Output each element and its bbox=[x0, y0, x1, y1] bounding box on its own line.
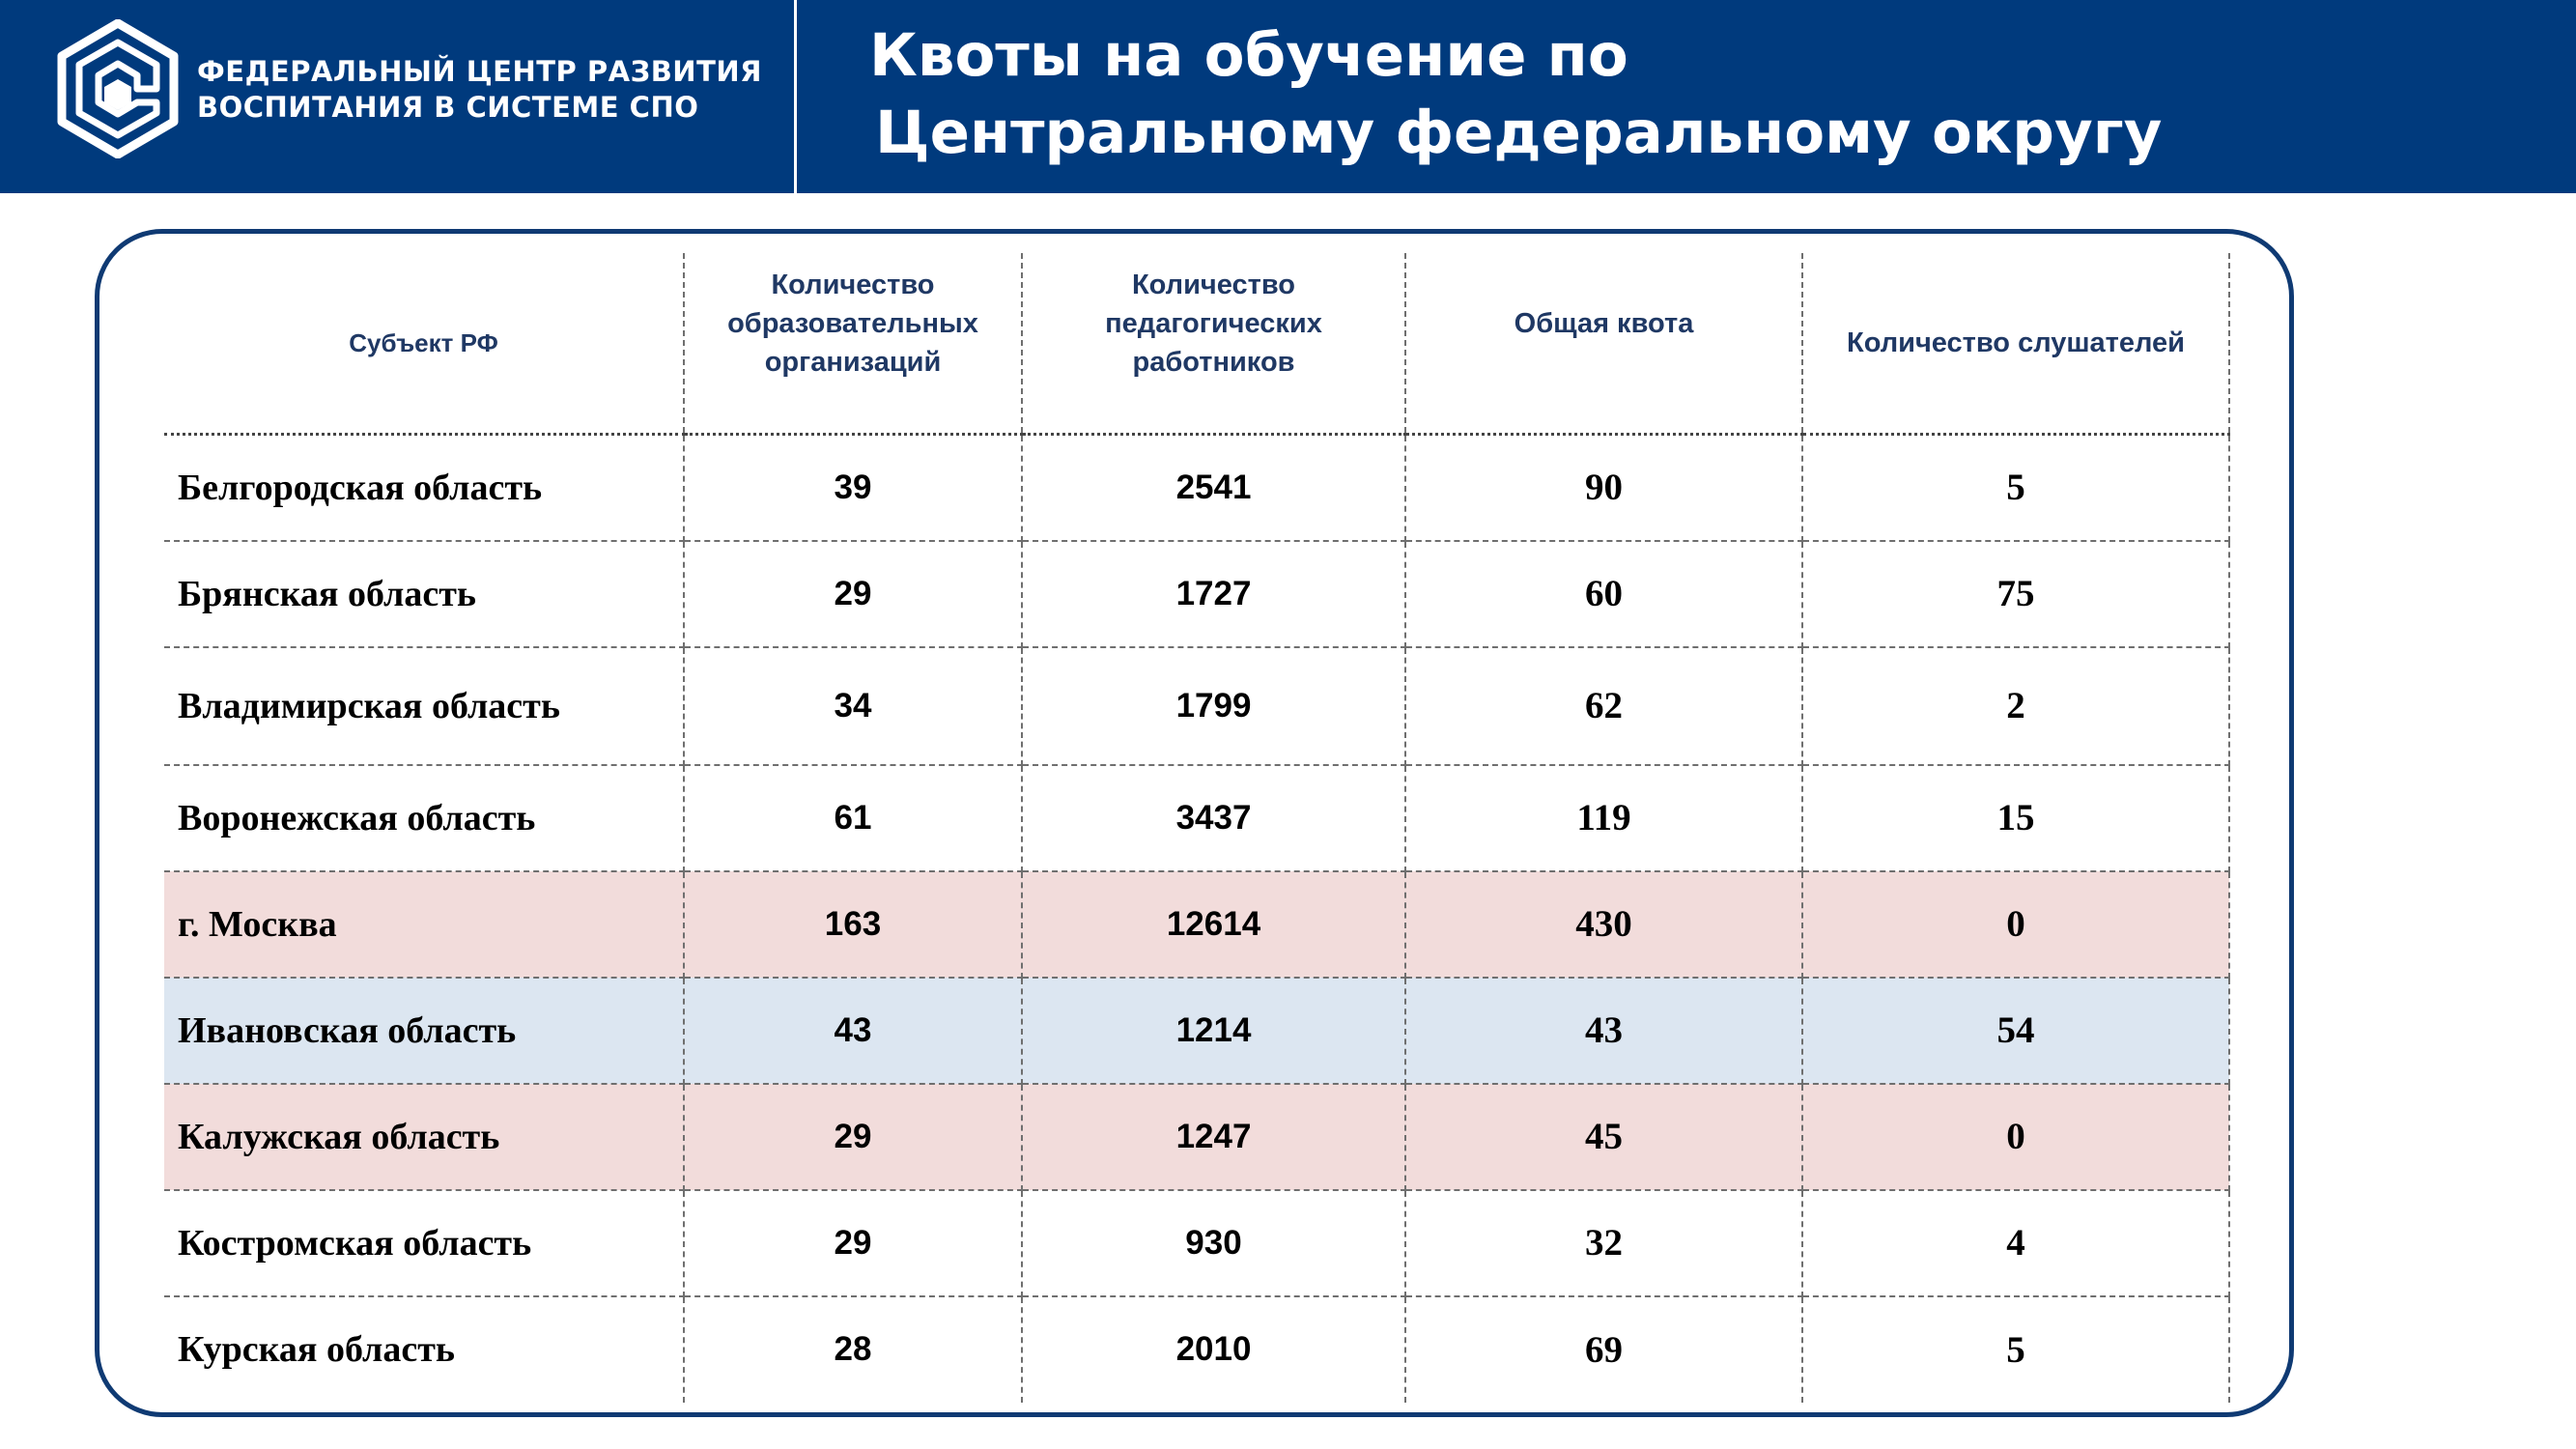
orgs-cell: 28 bbox=[683, 1295, 1023, 1403]
region-cell: Воронежская область bbox=[164, 764, 685, 872]
page-title: Квоты на обучение по Центральному федера… bbox=[869, 17, 2162, 172]
page-title-line2: Центральному федеральному округу bbox=[875, 99, 2163, 167]
table-row: Калужская область 29 1247 45 0 bbox=[164, 1083, 2230, 1191]
column-header-region: Субъект РФ bbox=[164, 253, 685, 436]
table-row: г. Москва 163 12614 430 0 bbox=[164, 870, 2230, 979]
listeners-cell: 54 bbox=[1801, 977, 2230, 1085]
listeners-cell: 5 bbox=[1801, 434, 2230, 542]
region-cell: Владимирская область bbox=[164, 646, 685, 766]
orgs-cell: 34 bbox=[683, 646, 1023, 766]
table-row: Ивановская область 43 1214 43 54 bbox=[164, 977, 2230, 1085]
orgs-cell: 29 bbox=[683, 1083, 1023, 1191]
quota-cell: 43 bbox=[1404, 977, 1803, 1085]
quota-cell: 60 bbox=[1404, 540, 1803, 648]
table-row: Брянская область 29 1727 60 75 bbox=[164, 540, 2230, 648]
org-name-line1: ФЕДЕРАЛЬНЫЙ ЦЕНТР РАЗВИТИЯ bbox=[197, 55, 762, 88]
orgs-cell: 29 bbox=[683, 1189, 1023, 1297]
listeners-cell: 15 bbox=[1801, 764, 2230, 872]
fcrv-hexagon-logo-icon bbox=[57, 19, 179, 158]
table-row: Владимирская область 34 1799 62 2 bbox=[164, 646, 2230, 766]
table-row: Белгородская область 39 2541 90 5 bbox=[164, 434, 2230, 542]
region-cell: Калужская область bbox=[164, 1083, 685, 1191]
org-name: ФЕДЕРАЛЬНЫЙ ЦЕНТР РАЗВИТИЯ ВОСПИТАНИЯ В … bbox=[197, 54, 762, 126]
quota-cell: 62 bbox=[1404, 646, 1803, 766]
orgs-cell: 163 bbox=[683, 870, 1023, 979]
table-frame bbox=[95, 229, 2294, 1417]
column-header-listeners: Количество слушателей bbox=[1801, 253, 2230, 436]
teachers-cell: 930 bbox=[1021, 1189, 1406, 1297]
listeners-cell: 0 bbox=[1801, 1083, 2230, 1191]
table-row: Курская область 28 2010 69 5 bbox=[164, 1295, 2230, 1403]
quota-cell: 32 bbox=[1404, 1189, 1803, 1297]
table-row: Костромская область 29 930 32 4 bbox=[164, 1189, 2230, 1297]
region-cell: Брянская область bbox=[164, 540, 685, 648]
listeners-cell: 4 bbox=[1801, 1189, 2230, 1297]
region-cell: Белгородская область bbox=[164, 434, 685, 542]
column-header-teachers: Количество педагогических работников bbox=[1021, 253, 1406, 436]
teachers-cell: 1214 bbox=[1021, 977, 1406, 1085]
orgs-cell: 61 bbox=[683, 764, 1023, 872]
teachers-cell: 3437 bbox=[1021, 764, 1406, 872]
teachers-cell: 12614 bbox=[1021, 870, 1406, 979]
page-title-line1: Квоты на обучение по bbox=[869, 21, 1628, 90]
listeners-cell: 0 bbox=[1801, 870, 2230, 979]
quota-table: Субъект РФ Количество образовательных ор… bbox=[164, 253, 2230, 1403]
quota-cell: 430 bbox=[1404, 870, 1803, 979]
teachers-cell: 1727 bbox=[1021, 540, 1406, 648]
quota-cell: 45 bbox=[1404, 1083, 1803, 1191]
quota-cell: 69 bbox=[1404, 1295, 1803, 1403]
teachers-cell: 1247 bbox=[1021, 1083, 1406, 1191]
teachers-cell: 2541 bbox=[1021, 434, 1406, 542]
listeners-cell: 2 bbox=[1801, 646, 2230, 766]
orgs-cell: 43 bbox=[683, 977, 1023, 1085]
orgs-cell: 39 bbox=[683, 434, 1023, 542]
header-divider bbox=[794, 0, 797, 193]
orgs-cell: 29 bbox=[683, 540, 1023, 648]
teachers-cell: 1799 bbox=[1021, 646, 1406, 766]
column-header-orgs: Количество образовательных организаций bbox=[683, 253, 1023, 436]
teachers-cell: 2010 bbox=[1021, 1295, 1406, 1403]
listeners-cell: 75 bbox=[1801, 540, 2230, 648]
region-cell: Курская область bbox=[164, 1295, 685, 1403]
table-header-row: Субъект РФ Количество образовательных ор… bbox=[164, 253, 2230, 436]
header-banner: ФЕДЕРАЛЬНЫЙ ЦЕНТР РАЗВИТИЯ ВОСПИТАНИЯ В … bbox=[0, 0, 2576, 193]
column-header-quota: Общая квота bbox=[1404, 253, 1803, 436]
table-row: Воронежская область 61 3437 119 15 bbox=[164, 764, 2230, 872]
region-cell: г. Москва bbox=[164, 870, 685, 979]
org-name-line2: ВОСПИТАНИЯ В СИСТЕМЕ СПО bbox=[197, 91, 699, 124]
quota-cell: 119 bbox=[1404, 764, 1803, 872]
listeners-cell: 5 bbox=[1801, 1295, 2230, 1403]
region-cell: Ивановская область bbox=[164, 977, 685, 1085]
quota-cell: 90 bbox=[1404, 434, 1803, 542]
region-cell: Костромская область bbox=[164, 1189, 685, 1297]
